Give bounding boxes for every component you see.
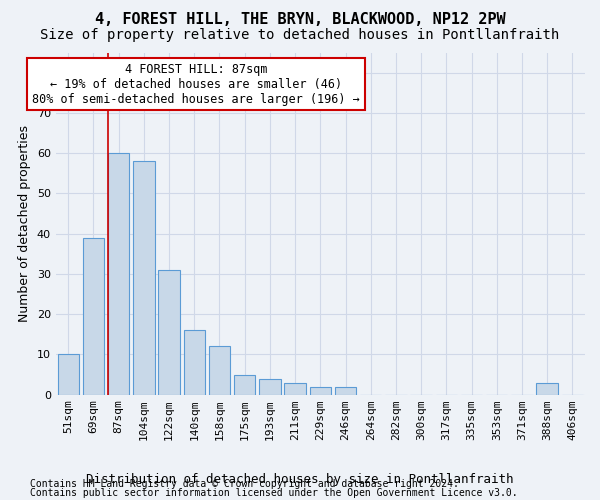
- Bar: [83, 238, 104, 394]
- Bar: [335, 386, 356, 394]
- Text: Size of property relative to detached houses in Pontllanfraith: Size of property relative to detached ho…: [40, 28, 560, 42]
- Bar: [58, 354, 79, 395]
- Text: 4 FOREST HILL: 87sqm
← 19% of detached houses are smaller (46)
80% of semi-detac: 4 FOREST HILL: 87sqm ← 19% of detached h…: [32, 63, 360, 106]
- Bar: [108, 153, 130, 394]
- Bar: [184, 330, 205, 394]
- Bar: [259, 378, 281, 394]
- Bar: [209, 346, 230, 395]
- Text: Distribution of detached houses by size in Pontllanfraith: Distribution of detached houses by size …: [86, 472, 514, 486]
- Text: Contains HM Land Registry data © Crown copyright and database right 2024.: Contains HM Land Registry data © Crown c…: [30, 479, 459, 489]
- Bar: [536, 382, 558, 394]
- Y-axis label: Number of detached properties: Number of detached properties: [18, 125, 31, 322]
- Bar: [234, 374, 256, 394]
- Bar: [284, 382, 306, 394]
- Text: 4, FOREST HILL, THE BRYN, BLACKWOOD, NP12 2PW: 4, FOREST HILL, THE BRYN, BLACKWOOD, NP1…: [95, 12, 505, 28]
- Bar: [310, 386, 331, 394]
- Bar: [133, 161, 155, 394]
- Text: Contains public sector information licensed under the Open Government Licence v3: Contains public sector information licen…: [30, 488, 518, 498]
- Bar: [158, 270, 180, 394]
